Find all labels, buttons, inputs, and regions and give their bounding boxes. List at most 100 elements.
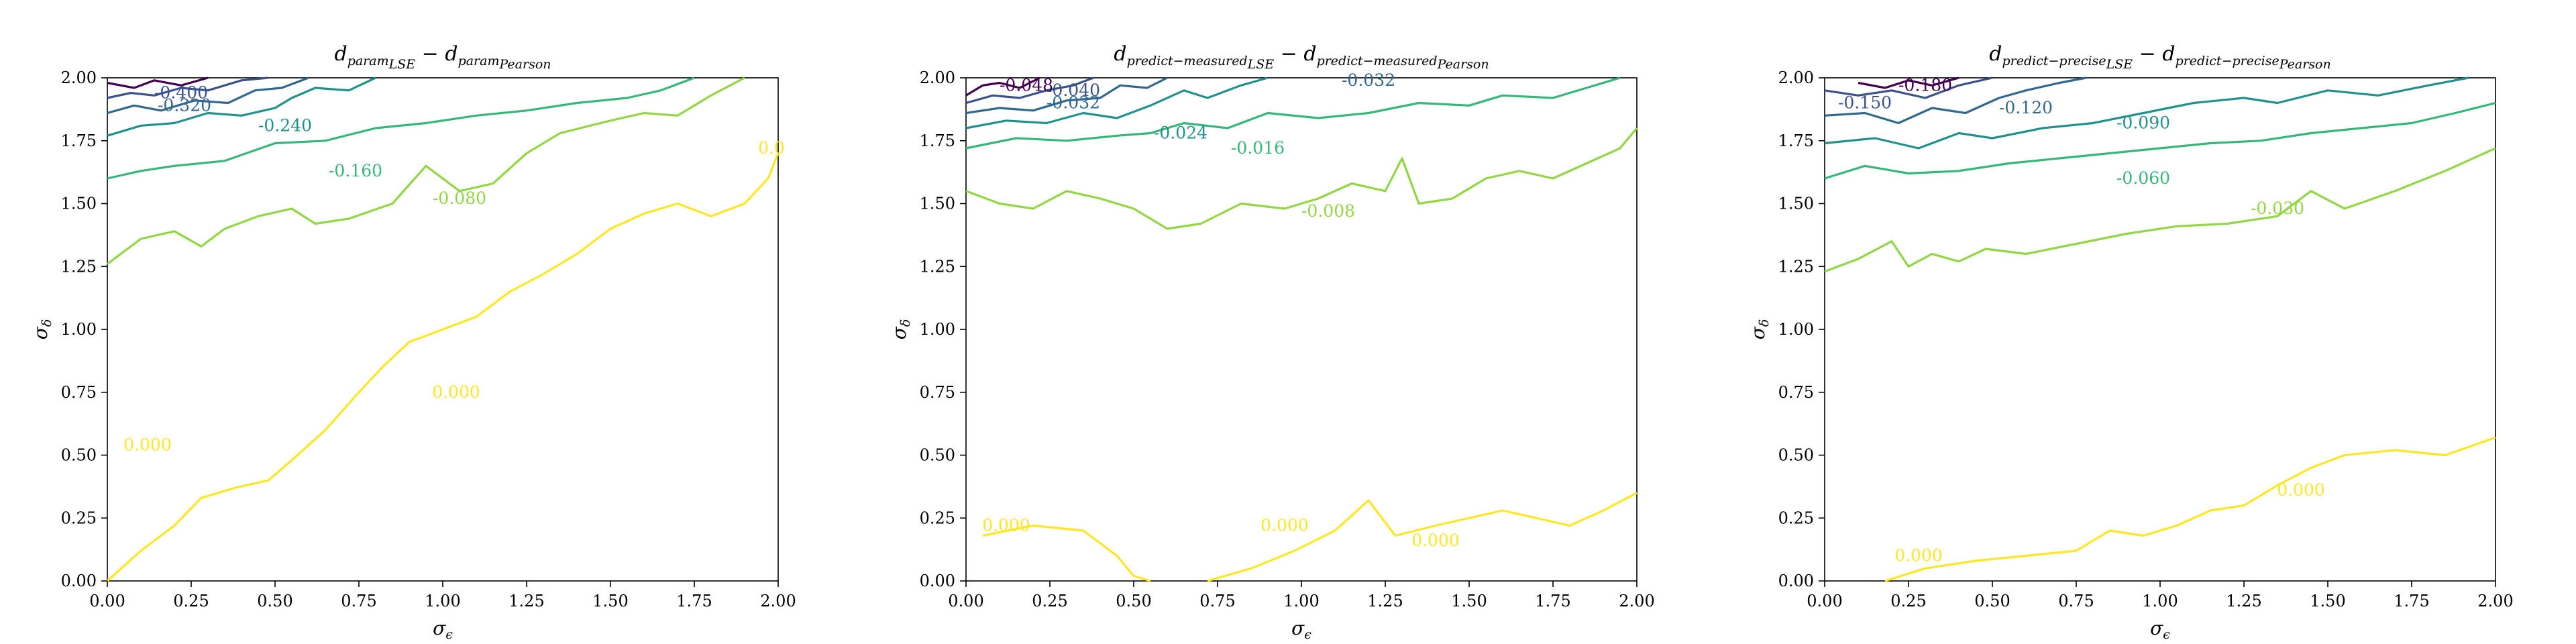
x-tick-label: 1.75 <box>1535 592 1570 610</box>
y-axis-label: σδ <box>888 319 913 340</box>
title-part-main: d <box>1114 42 1126 66</box>
y-tick-label: 0.75 <box>920 383 955 402</box>
y-tick-label: 1.25 <box>61 257 97 276</box>
contour-label: -0.008 <box>1301 201 1355 221</box>
y-tick-label: 1.00 <box>920 320 955 339</box>
contour-line <box>965 76 1094 105</box>
y-tick-label: 1.25 <box>920 257 955 276</box>
x-tick-label: 1.00 <box>2142 592 2178 610</box>
y-tick-label: 2.00 <box>920 68 955 87</box>
contour-label: 0.000 <box>1260 516 1309 535</box>
contour-line <box>107 76 309 115</box>
contour-label: 0.000 <box>982 516 1030 535</box>
x-axis-label-sub: ϵ <box>1304 627 1311 642</box>
x-axis-label-main: σ <box>2150 617 2163 639</box>
x-tick-label: 0.75 <box>1199 592 1235 610</box>
contour-label: 0.000 <box>1411 531 1460 550</box>
y-tick-label: 1.50 <box>920 195 955 213</box>
y-tick-label: 1.50 <box>1778 195 1814 213</box>
x-tick-label: 0.75 <box>2058 592 2094 610</box>
y-tick-label: 0.75 <box>61 383 97 402</box>
title-part-main: d <box>1989 42 2002 66</box>
contour-line <box>107 76 745 265</box>
contour-label: -0.400 <box>154 83 208 103</box>
contour-label: 0.0 <box>758 138 785 158</box>
contour-label: -0.032 <box>1046 93 1100 113</box>
x-tick-label: 1.00 <box>1283 592 1319 610</box>
title-part-sub2b: Pearson <box>2279 57 2331 72</box>
contour-label: -0.180 <box>1898 75 1952 95</box>
y-axis-label-main: σ <box>888 326 910 339</box>
contour-label: 0.000 <box>1894 546 1943 566</box>
x-tick-label: 2.00 <box>1619 592 1654 610</box>
title-part-sub2: param <box>458 54 500 68</box>
x-tick-label: 0.00 <box>89 592 125 610</box>
y-tick-label: 1.75 <box>1778 131 1814 150</box>
x-axis-label: σϵ <box>1291 617 1311 642</box>
y-axis-label-sub: δ <box>40 319 54 327</box>
x-axis-label: σϵ <box>433 617 453 642</box>
y-tick-label: 1.50 <box>61 195 97 213</box>
x-tick-label: 0.75 <box>341 592 376 610</box>
x-axis-label: σϵ <box>2150 617 2170 642</box>
subplot-predict-precise: -0.180 -0.150 -0.120 -0.090 -0.060 -0.030 0.00… <box>1747 42 2514 642</box>
chart-title: dparamLSE − dparamPearson <box>334 42 551 72</box>
x-tick-label: 0.50 <box>1974 592 2010 610</box>
contour-line <box>965 76 1168 115</box>
contour-label: -0.016 <box>1231 138 1285 158</box>
x-tick-label: 0.00 <box>948 592 983 610</box>
axes-frame <box>965 77 1638 582</box>
title-part-sub1b: LSE <box>388 57 416 72</box>
x-tick-label: 1.75 <box>676 592 712 610</box>
x-tick-label: 1.25 <box>508 592 544 610</box>
contour-label: -0.090 <box>2116 113 2170 133</box>
contour-line <box>1824 76 1993 99</box>
title-part-sub1b: LSE <box>1247 57 1275 72</box>
contour-line <box>106 152 780 582</box>
title-part-mid: − d <box>415 42 458 66</box>
y-axis-label-main: σ <box>1747 326 1769 339</box>
contour-label: -0.048 <box>1000 75 1053 95</box>
x-tick-label: 1.25 <box>2226 592 2261 610</box>
title-part-sub1: predict−precise <box>2002 54 2106 68</box>
title-part-sub1: predict−measured <box>1127 54 1248 68</box>
y-tick-label: 2.00 <box>61 68 97 87</box>
x-tick-label: 0.25 <box>173 592 209 610</box>
title-part-mid: − d <box>1274 42 1316 66</box>
title-part-mid: − d <box>2133 42 2175 66</box>
contour-line <box>107 76 376 137</box>
chart-title: dpredict−measuredLSE − dpredict−measured… <box>1114 42 1489 72</box>
x-tick-label: 2.00 <box>2477 592 2513 610</box>
title-part-sub2b: Pearson <box>498 57 551 72</box>
x-tick-label: 0.25 <box>1032 592 1067 610</box>
y-tick-label: 0.00 <box>920 572 955 590</box>
title-part-sub2b: Pearson <box>1437 57 1489 72</box>
contour-line <box>965 127 1638 230</box>
contour-line <box>1824 101 2496 180</box>
contour-label: 0.000 <box>2277 480 2325 500</box>
x-tick-label: 1.25 <box>1367 592 1403 610</box>
contour-line <box>982 524 1151 582</box>
y-tick-label: 1.00 <box>61 320 97 339</box>
subplot-param: -0.400-0.320-0.240-0.160-0.0800.0000.000… <box>30 42 796 642</box>
contour-label: -0.060 <box>2116 168 2170 188</box>
title-part-sub2: predict−measured <box>1317 54 1438 68</box>
x-tick-label: 0.50 <box>257 592 292 610</box>
contour-line <box>1207 492 1638 582</box>
contour-label: -0.040 <box>1046 80 1100 100</box>
x-axis-label-sub: ϵ <box>2163 627 2170 642</box>
contour-label: 0.000 <box>123 435 172 455</box>
contour-line <box>965 76 1621 150</box>
contour-label: -0.032 <box>1342 70 1395 90</box>
title-part-sub1b: LSE <box>2106 57 2133 72</box>
contour-label: -0.120 <box>1999 98 2053 117</box>
y-tick-label: 2.00 <box>1778 68 1814 87</box>
y-tick-label: 0.25 <box>920 508 955 527</box>
contour-line <box>1824 76 2087 125</box>
x-tick-label: 1.50 <box>1451 592 1487 610</box>
contour-label: -0.080 <box>433 189 486 208</box>
title-part-sub1: param <box>347 54 389 68</box>
contour-label: -0.160 <box>329 161 382 180</box>
contour-label: -0.320 <box>158 95 211 115</box>
